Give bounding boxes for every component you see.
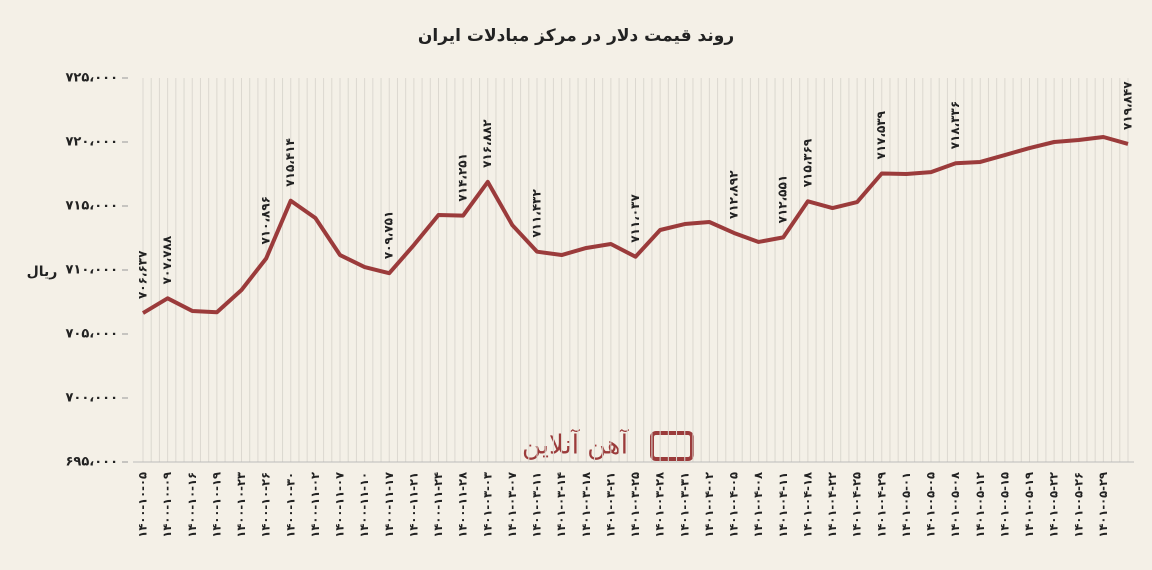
x-tick-label: ۱۴۰۱-۰۳-۲۸ [653, 472, 667, 538]
x-tick-label: ۱۴۰۱-۰۵-۰۱ [899, 472, 913, 538]
y-tick-label: ۷۲۵،۰۰۰ [65, 71, 118, 86]
y-tick-label: ۶۹۵،۰۰۰ [65, 455, 118, 470]
x-tick-label: ۱۴۰۰-۱۱-۲۴ [431, 472, 445, 538]
x-tick-label: ۱۴۰۰-۱۱-۲۱ [406, 472, 420, 538]
x-tick-label: ۱۴۰۱-۰۴-۲۲ [825, 472, 839, 538]
x-tick-label: ۱۴۰۱-۰۵-۱۵ [997, 472, 1011, 538]
data-label: ۷۰۹،۷۵۱ [382, 211, 396, 260]
data-label: ۷۱۴،۲۵۱ [456, 153, 470, 202]
x-tick-label: ۱۴۰۱-۰۴-۰۸ [751, 472, 765, 538]
data-label: ۷۱۶،۸۸۲ [480, 119, 494, 168]
data-label: ۷۰۶،۶۳۷ [136, 250, 150, 299]
x-tick-label: ۱۴۰۰-۱۰-۳۰ [283, 472, 297, 538]
data-label: ۷۱۰،۸۹۶ [259, 196, 273, 245]
x-tick-label: ۱۴۰۱-۰۳-۱۱ [530, 472, 544, 538]
data-label: ۷۱۷،۵۳۹ [874, 110, 888, 159]
data-label: ۷۱۲،۸۹۲ [727, 170, 741, 219]
x-tick-label: ۱۴۰۰-۱۱-۱۰ [357, 472, 371, 538]
x-tick-label: ۱۴۰۱-۰۵-۱۹ [1022, 472, 1036, 538]
x-tick-label: ۱۴۰۱-۰۴-۱۱ [776, 472, 790, 538]
x-tick-label: ۱۴۰۱-۰۵-۲۶ [1071, 472, 1085, 538]
data-label: ۷۰۷،۷۸۸ [160, 235, 174, 284]
x-tick-label: ۱۴۰۱-۰۵-۰۸ [948, 472, 962, 538]
data-label: ۷۱۵،۳۶۹ [800, 138, 814, 187]
x-tick-label: ۱۴۰۱-۰۴-۰۲ [702, 472, 716, 538]
data-label: ۷۱۱،۰۳۷ [628, 194, 642, 243]
x-tick-label: ۱۴۰۰-۱۰-۲۳ [234, 472, 248, 538]
x-tick-label: ۱۴۰۱-۰۵-۰۵ [924, 472, 938, 538]
x-tick-label: ۱۴۰۱-۰۳-۱۸ [579, 472, 593, 538]
x-tick-label: ۱۴۰۱-۰۳-۱۴ [554, 472, 568, 538]
x-tick-label: ۱۴۰۰-۱۱-۰۷ [333, 472, 347, 538]
x-tick-label: ۱۴۰۱-۰۴-۰۵ [727, 472, 741, 538]
data-label: ۷۱۵،۴۱۴ [283, 138, 297, 187]
x-tick-label: ۱۴۰۱-۰۵-۲۹ [1096, 472, 1110, 538]
x-tick-label: ۱۴۰۱-۰۴-۱۸ [800, 472, 814, 538]
x-tick-label: ۱۴۰۰-۱۰-۰۹ [160, 472, 174, 538]
line [141, 135, 1129, 315]
x-tick-label: ۱۴۰۱-۰۴-۲۵ [850, 472, 864, 538]
y-tick-label: ۷۱۰،۰۰۰ [65, 263, 118, 278]
x-tick-label: ۱۴۰۰-۱۰-۱۶ [185, 472, 199, 538]
y-axis-label: ریال [27, 264, 58, 280]
x-tick-label: ۱۴۰۱-۰۵-۱۲ [973, 472, 987, 538]
x-tick-label: ۱۴۰۰-۱۰-۲۶ [259, 472, 273, 538]
data-label: ۷۱۸،۳۳۶ [948, 101, 962, 150]
x-tick-label: ۱۴۰۰-۱۱-۱۷ [382, 472, 396, 538]
y-tick-label: ۷۲۰،۰۰۰ [65, 135, 118, 150]
chart-title: روند قیمت دلار در مرکز مبادلات ایران [418, 26, 734, 46]
x-tick-label: ۱۴۰۱-۰۵-۲۲ [1047, 472, 1061, 538]
y-tick-label: ۷۰۰،۰۰۰ [65, 391, 118, 406]
x-tick-label: ۱۴۰۰-۱۰-۰۵ [136, 472, 150, 538]
x-tick-label: ۱۴۰۱-۰۳-۰۳ [480, 472, 494, 538]
x-tick-label: ۱۴۰۱-۰۳-۲۵ [628, 472, 642, 538]
x-tick-label: ۱۴۰۰-۱۱-۰۲ [308, 472, 322, 538]
data-label: ۷۱۹،۸۴۷ [1121, 81, 1135, 130]
y-tick-label: ۷۰۵،۰۰۰ [65, 327, 118, 342]
y-tick-label: ۷۱۵،۰۰۰ [65, 199, 118, 214]
data-label: ۷۱۱،۴۳۲ [530, 188, 544, 237]
x-tick-label: ۱۴۰۱-۰۳-۰۷ [505, 472, 519, 538]
x-tick-label: ۱۴۰۱-۰۳-۳۱ [677, 472, 691, 538]
x-tick-label: ۱۴۰۱-۰۴-۲۹ [874, 472, 888, 538]
watermark: آهن آنلاین [522, 429, 630, 461]
data-label: ۷۱۲،۵۵۱ [776, 175, 790, 224]
x-tick-label: ۱۴۰۰-۱۰-۱۹ [209, 472, 223, 538]
x-tick-label: ۱۴۰۰-۱۱-۲۸ [456, 472, 470, 538]
x-tick-label: ۱۴۰۱-۰۳-۲۱ [603, 472, 617, 538]
logo: آهن آنلاین [522, 429, 694, 461]
